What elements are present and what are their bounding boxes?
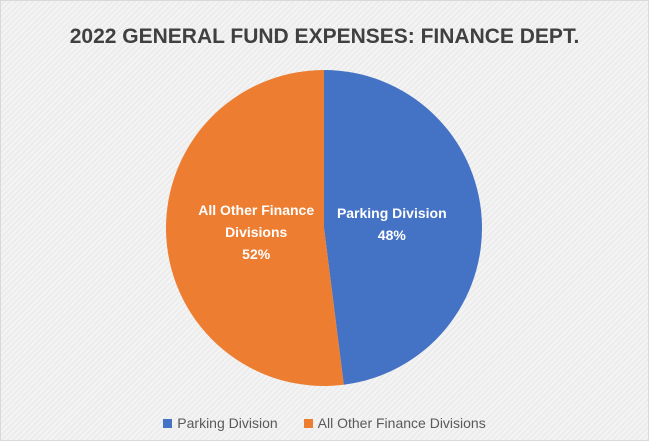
label-category: Parking Division [336,204,447,221]
legend-item: All Other Finance Divisions [303,415,486,431]
legend-label: Parking Division [177,415,278,431]
legend-label: All Other Finance Divisions [317,415,486,431]
pie-slice [166,70,344,386]
legend: Parking Division All Other Finance Divisi… [1,415,648,431]
legend-swatch [303,418,313,428]
legend-item: Parking Division [163,415,278,431]
chart-title: 2022 GENERAL FUND EXPENSES: FINANCE DEPT… [69,25,580,48]
label-category: All Other Finance Divisions [198,202,315,241]
pie-slice [324,70,483,385]
data-label: Parking Division 48% [317,202,467,246]
data-label: All Other Finance Divisions 52% [181,199,331,265]
label-value: 52% [242,246,271,263]
label-value: 48% [377,226,406,243]
legend-swatch [163,418,173,428]
